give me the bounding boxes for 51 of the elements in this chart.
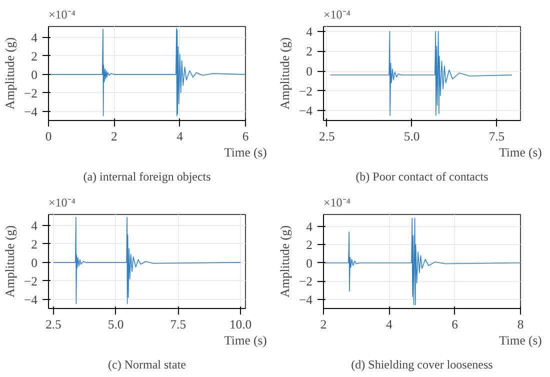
y-tick-label: −2	[24, 274, 38, 288]
y-tick-label: 0	[31, 68, 38, 82]
x-tick-label: 2.5	[318, 130, 335, 144]
x-tick-label: 2	[320, 318, 327, 332]
x-tick-label: 4	[386, 318, 394, 332]
text: ×10⁻⁴	[48, 196, 76, 210]
x-axis-title: Time (s)	[224, 334, 267, 348]
y-axis-title: Amplitude (g)	[3, 225, 18, 298]
x-tick-label: 7.5	[488, 130, 505, 144]
y-tick-label: 2	[31, 49, 38, 64]
y-tick-label: 4	[306, 24, 314, 39]
text: ×10⁻⁴	[48, 8, 76, 22]
x-tick-label: 0	[45, 130, 52, 144]
y-axis-title: Amplitude (g)	[278, 37, 292, 110]
x-axis-title: Time (s)	[224, 146, 267, 160]
y-tick-label: 0	[306, 64, 312, 79]
text: (b) Poor contact of contacts	[356, 170, 489, 184]
text: (d) Shielding cover looseness	[351, 358, 494, 372]
text: (a) internal foreign objects	[83, 170, 212, 184]
x-tick-label: 8	[517, 318, 524, 332]
y-tick-label: 0	[306, 256, 312, 270]
x-tick-label: 2	[111, 130, 118, 144]
y-axis-title: Amplitude (g)	[3, 37, 18, 110]
x-axis-title: Time (s)	[499, 334, 542, 348]
x-tick-label: 4	[176, 130, 184, 144]
x-tick-label: 6	[452, 318, 458, 332]
text: ×10⁻⁴	[324, 196, 350, 210]
y-tick-label: 2	[31, 237, 38, 252]
y-tick-label: −4	[24, 104, 38, 119]
x-tick-label: 6	[242, 130, 249, 144]
x-tick-label: 5.0	[404, 130, 420, 144]
y-axis-title: Amplitude (g)	[278, 225, 292, 298]
x-tick-label: 2.5	[46, 318, 62, 332]
y-tick-label: 4	[31, 219, 38, 234]
y-tick-label: −2	[24, 86, 38, 100]
y-tick-label: 4	[306, 220, 314, 234]
text: ×10⁻⁴	[324, 8, 350, 22]
y-tick-label: 2	[306, 44, 312, 59]
x-tick-label: 7.5	[170, 318, 186, 332]
x-tick-label: 10.0	[229, 318, 252, 332]
y-tick-label: −2	[299, 274, 313, 289]
text: (c) Normal state	[108, 358, 186, 372]
y-tick-label: 4	[31, 31, 38, 46]
y-tick-label: 2	[306, 238, 312, 252]
y-tick-label: −4	[24, 292, 38, 307]
y-tick-label: 0	[31, 256, 38, 270]
y-tick-label: −2	[299, 84, 313, 98]
x-tick-label: 5.0	[108, 318, 124, 332]
x-axis-title: Time (s)	[499, 146, 542, 160]
y-tick-label: −4	[299, 292, 314, 307]
y-tick-label: −4	[299, 104, 314, 118]
